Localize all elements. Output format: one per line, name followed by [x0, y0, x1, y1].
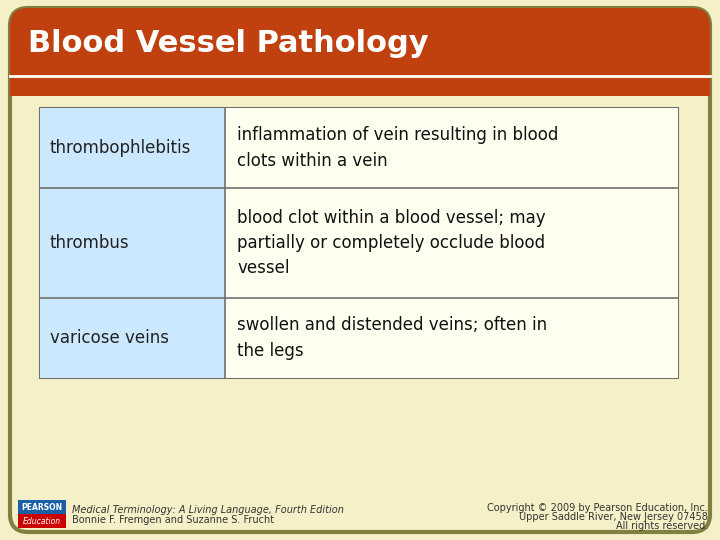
Text: Upper Saddle River, New Jersey 07458: Upper Saddle River, New Jersey 07458	[519, 512, 708, 522]
Bar	[40, 108, 225, 188]
Bar	[40, 188, 225, 298]
Text: blood clot within a blood vessel; may
partially or completely occlude blood
vess: blood clot within a blood vessel; may pa…	[237, 209, 546, 277]
FancyBboxPatch shape	[10, 8, 710, 532]
Text: inflammation of vein resulting in blood
clots within a vein: inflammation of vein resulting in blood …	[237, 126, 559, 170]
Text: varicose veins: varicose veins	[50, 329, 169, 347]
FancyBboxPatch shape	[10, 8, 710, 96]
Text: All rights reserved.: All rights reserved.	[616, 521, 708, 531]
Bar	[10, 42, 710, 96]
Bar	[40, 298, 225, 378]
Bar	[225, 188, 678, 298]
Text: thrombophlebitis: thrombophlebitis	[50, 139, 192, 157]
Text: Copyright © 2009 by Pearson Education, Inc.: Copyright © 2009 by Pearson Education, I…	[487, 503, 708, 513]
Text: Blood Vessel Pathology: Blood Vessel Pathology	[28, 30, 428, 58]
Text: thrombus: thrombus	[50, 234, 130, 252]
Text: swollen and distended veins; often in
the legs: swollen and distended veins; often in th…	[237, 316, 547, 360]
Bar	[225, 298, 678, 378]
Bar	[40, 108, 678, 378]
Bar	[225, 108, 678, 188]
Text: Education: Education	[23, 516, 61, 525]
Bar	[18, 500, 66, 514]
Text: Bonnie F. Fremgen and Suzanne S. Frucht: Bonnie F. Fremgen and Suzanne S. Frucht	[72, 515, 274, 525]
Text: PEARSON: PEARSON	[22, 503, 63, 511]
Text: Medical Terminology: A Living Language, Fourth Edition: Medical Terminology: A Living Language, …	[72, 505, 344, 515]
Bar	[18, 514, 66, 528]
